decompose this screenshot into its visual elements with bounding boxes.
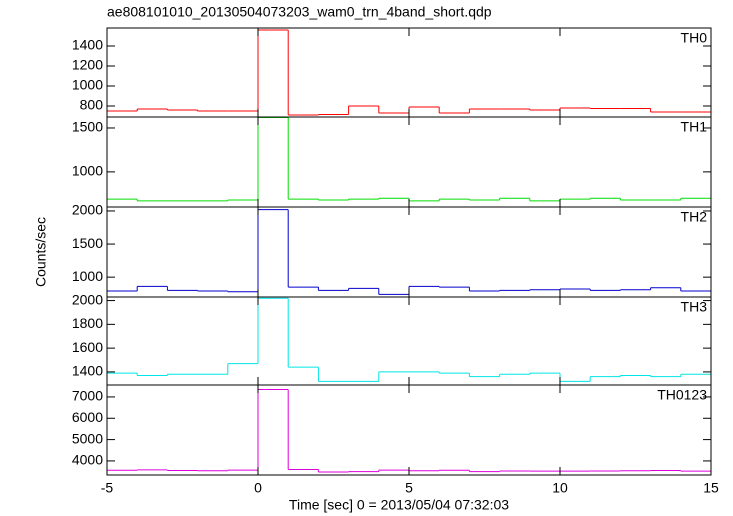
y-tick-label: 2000 — [72, 291, 103, 307]
y-tick-label: 1400 — [72, 37, 103, 53]
panel-label: TH2 — [681, 209, 708, 225]
y-tick-label: 1000 — [72, 163, 103, 179]
panel-frame — [106, 206, 712, 298]
panel-frame — [106, 27, 712, 118]
x-axis-label: Time [sec] 0 = 2013/05/04 07:32:03 — [289, 497, 509, 513]
y-tick-label: 1500 — [72, 235, 103, 251]
x-tick-label: 10 — [552, 480, 568, 496]
y-tick-label: 7000 — [72, 388, 103, 404]
y-tick-label: 1000 — [72, 77, 103, 93]
panel-label: TH0123 — [657, 387, 707, 403]
y-axis-label: Counts/sec — [33, 217, 49, 287]
y-tick-label: 800 — [80, 97, 104, 113]
x-tick-label: 5 — [405, 480, 413, 496]
y-tick-label: 1600 — [72, 339, 103, 355]
x-tick-label: -5 — [101, 480, 114, 496]
y-tick-label: 4000 — [72, 452, 103, 468]
y-tick-label: 1400 — [72, 363, 103, 379]
panel-frame — [106, 116, 712, 208]
y-tick-label: 1500 — [72, 119, 103, 135]
chart-title: ae808101010_20130504073203_wam0_trn_4ban… — [107, 4, 492, 20]
x-tick-label: 15 — [703, 480, 719, 496]
y-tick-label: 1200 — [72, 57, 103, 73]
y-tick-label: 6000 — [72, 409, 103, 425]
panel-label: TH0 — [681, 30, 708, 46]
x-tick-label: 0 — [254, 480, 262, 496]
y-tick-label: 1800 — [72, 315, 103, 331]
y-tick-label: 2000 — [72, 202, 103, 218]
panel-frame — [106, 384, 712, 476]
y-tick-label: 5000 — [72, 430, 103, 446]
y-tick-label: 1000 — [72, 268, 103, 284]
panel-label: TH1 — [681, 119, 708, 135]
panel-label: TH3 — [681, 299, 708, 315]
